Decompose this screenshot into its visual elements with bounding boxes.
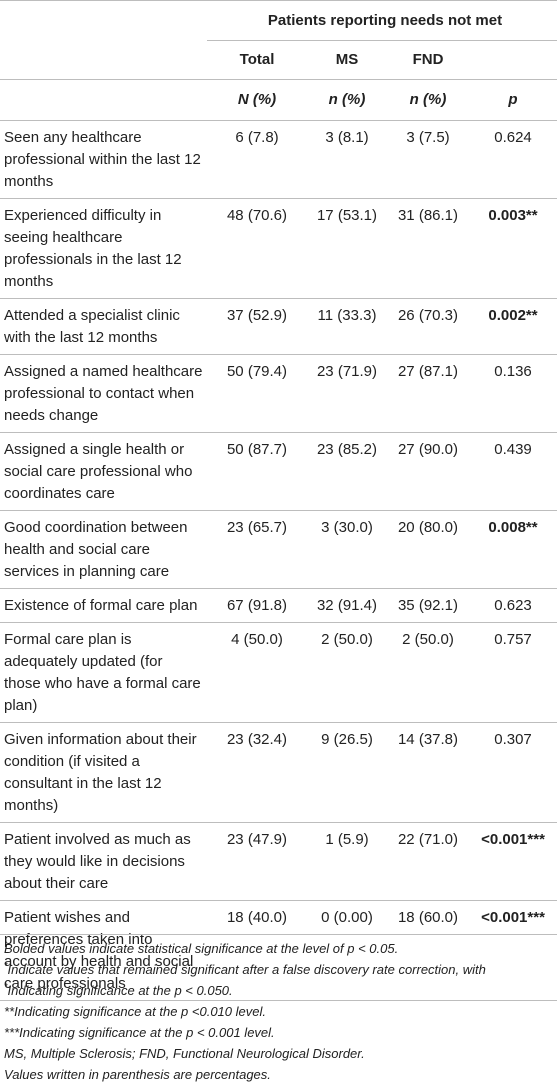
row-item-label: Good coordination between health and soc… <box>0 510 207 589</box>
footnote-text: Indicating significance at the p < 0.050… <box>7 983 233 998</box>
row-ms-value: 23 (71.9) <box>307 354 387 433</box>
row-total-value: 6 (7.8) <box>207 120 307 199</box>
footnote-marker: * <box>4 960 8 971</box>
column-header-ms: MS <box>307 40 387 80</box>
row-item-label: Assigned a single health or social care … <box>0 432 207 511</box>
column-header-p <box>469 40 557 80</box>
row-ms-value: 32 (91.4) <box>307 588 387 623</box>
row-p-value: <0.001*** <box>469 900 557 1001</box>
row-p-value: 0.307 <box>469 722 557 823</box>
row-ms-value: 23 (85.2) <box>307 432 387 511</box>
row-p-value: 0.623 <box>469 588 557 623</box>
subheader-fnd: n (%) <box>387 79 469 121</box>
row-fnd-value: 14 (37.8) <box>387 722 469 823</box>
footnote-abbreviations: MS, Multiple Sclerosis; FND, Functional … <box>4 1046 365 1061</box>
row-item-label: Formal care plan is adequately updated (… <box>0 622 207 723</box>
group-header-row: Patients reporting needs not met <box>0 0 557 41</box>
row-ms-value: 3 (30.0) <box>307 510 387 589</box>
row-fnd-value: 20 (80.0) <box>387 510 469 589</box>
subheader-total: N (%) <box>207 79 307 121</box>
row-item-label: Seen any healthcare professional within … <box>0 120 207 199</box>
row-total-value: 23 (65.7) <box>207 510 307 589</box>
row-total-value: 4 (50.0) <box>207 622 307 723</box>
row-total-value: 67 (91.8) <box>207 588 307 623</box>
row-ms-value: 3 (8.1) <box>307 120 387 199</box>
row-fnd-value: 31 (86.1) <box>387 198 469 299</box>
row-p-value: <0.001*** <box>469 822 557 901</box>
footnote-marker: * <box>4 981 8 992</box>
row-fnd-value: 26 (70.3) <box>387 298 469 355</box>
table-row: Patient involved as much as they would l… <box>0 822 557 901</box>
table-row: Formal care plan is adequately updated (… <box>0 622 557 723</box>
column-header-fnd: FND <box>387 40 469 80</box>
table-row: Attended a specialist clinic with the la… <box>0 298 557 355</box>
subheader-row: N (%) n (%) n (%) p <box>0 79 557 121</box>
row-item-label: Existence of formal care plan <box>0 588 207 623</box>
row-ms-value: 11 (33.3) <box>307 298 387 355</box>
row-p-value: 0.439 <box>469 432 557 511</box>
header-spacer <box>0 0 207 41</box>
row-ms-value: 17 (53.1) <box>307 198 387 299</box>
row-item-label: Experienced difficulty in seeing healthc… <box>0 198 207 299</box>
subheader-ms: n (%) <box>307 79 387 121</box>
row-p-value: 0.757 <box>469 622 557 723</box>
row-fnd-value: 35 (92.1) <box>387 588 469 623</box>
footnote-text: Indicate values that remained significan… <box>7 962 486 977</box>
footnote-two-star: **Indicating significance at the p <0.01… <box>4 1004 266 1019</box>
row-p-value: 0.002** <box>469 298 557 355</box>
row-total-value: 23 (32.4) <box>207 722 307 823</box>
header-spacer <box>0 79 207 121</box>
row-p-value: 0.003** <box>469 198 557 299</box>
row-fnd-value: 27 (87.1) <box>387 354 469 433</box>
footnote-bold: Bolded values indicate statistical signi… <box>4 941 399 956</box>
row-fnd-value: 22 (71.0) <box>387 822 469 901</box>
row-fnd-value: 27 (90.0) <box>387 432 469 511</box>
row-total-value: 37 (52.9) <box>207 298 307 355</box>
row-fnd-value: 3 (7.5) <box>387 120 469 199</box>
table-row: Good coordination between health and soc… <box>0 510 557 589</box>
row-item-label: Attended a specialist clinic with the la… <box>0 298 207 355</box>
table-row: Patient wishes and preferences taken int… <box>0 900 557 1001</box>
row-item-label: Assigned a named healthcare professional… <box>0 354 207 433</box>
table-row: Seen any healthcare professional within … <box>0 120 557 199</box>
table-row: Given information about their condition … <box>0 722 557 823</box>
row-fnd-value: 18 (60.0) <box>387 900 469 1001</box>
row-total-value: 50 (79.4) <box>207 354 307 433</box>
row-p-value: 0.624 <box>469 120 557 199</box>
row-item-label: Given information about their condition … <box>0 722 207 823</box>
footnote-divider <box>0 934 557 935</box>
footnote-fdr: *Indicate values that remained significa… <box>0 959 557 980</box>
table-row: Assigned a named healthcare professional… <box>0 354 557 433</box>
row-total-value: 23 (47.9) <box>207 822 307 901</box>
table-body: Seen any healthcare professional within … <box>0 120 557 1001</box>
row-fnd-value: 2 (50.0) <box>387 622 469 723</box>
row-item-label: Patient involved as much as they would l… <box>0 822 207 901</box>
row-item-label: Patient wishes and preferences taken int… <box>0 900 207 1001</box>
table-row: Experienced difficulty in seeing healthc… <box>0 198 557 299</box>
header-spacer <box>0 40 207 80</box>
row-ms-value: 9 (26.5) <box>307 722 387 823</box>
table-footnotes: Bolded values indicate statistical signi… <box>0 934 557 1085</box>
group-header: Patients reporting needs not met <box>207 0 557 41</box>
footnote-one-star: *Indicating significance at the p < 0.05… <box>0 980 557 1001</box>
subheader-p: p <box>469 79 557 121</box>
row-ms-value: 2 (50.0) <box>307 622 387 723</box>
row-total-value: 50 (87.7) <box>207 432 307 511</box>
row-p-value: 0.136 <box>469 354 557 433</box>
row-ms-value: 0 (0.00) <box>307 900 387 1001</box>
row-ms-value: 1 (5.9) <box>307 822 387 901</box>
table-row: Existence of formal care plan 67 (91.8) 32… <box>0 588 557 623</box>
footnote-percentages: Values written in parenthesis are percen… <box>4 1067 271 1082</box>
column-header-total: Total <box>207 40 307 80</box>
column-header-row: Total MS FND <box>0 40 557 80</box>
row-p-value: 0.008** <box>469 510 557 589</box>
row-total-value: 18 (40.0) <box>207 900 307 1001</box>
table-row: Assigned a single health or social care … <box>0 432 557 511</box>
row-total-value: 48 (70.6) <box>207 198 307 299</box>
needs-table: Patients reporting needs not met Total M… <box>0 0 557 1001</box>
footnote-three-star: ***Indicating significance at the p < 0.… <box>4 1025 275 1040</box>
